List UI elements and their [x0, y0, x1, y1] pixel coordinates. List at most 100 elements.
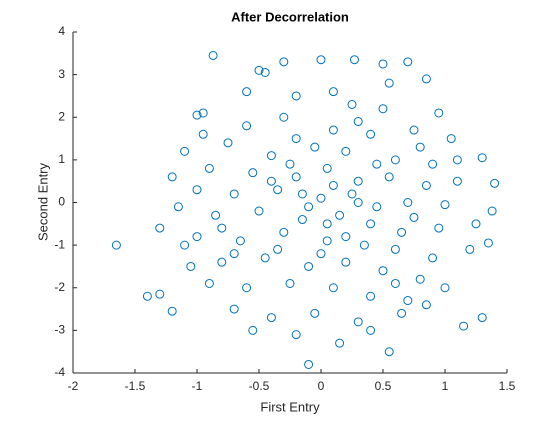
- point: [198, 108, 208, 118]
- point: [304, 202, 314, 212]
- x-tick-label: 0: [318, 379, 325, 393]
- point: [235, 236, 245, 246]
- point: [347, 189, 357, 199]
- point: [316, 193, 326, 203]
- point: [167, 306, 177, 316]
- point: [353, 176, 363, 186]
- point: [260, 67, 270, 77]
- point: [242, 121, 252, 131]
- y-tick-label: 1: [58, 152, 65, 166]
- point: [304, 261, 314, 271]
- point: [341, 232, 351, 242]
- point: [285, 159, 295, 169]
- point: [446, 134, 456, 144]
- point: [111, 240, 121, 250]
- point: [254, 206, 264, 216]
- point: [415, 142, 425, 152]
- point: [403, 57, 413, 67]
- point: [403, 198, 413, 207]
- point: [428, 159, 438, 169]
- point: [384, 78, 394, 88]
- x-tick-label: 1: [442, 379, 449, 393]
- point: [291, 172, 301, 182]
- point: [229, 304, 239, 314]
- point: [266, 151, 276, 161]
- point: [390, 278, 400, 288]
- point: [378, 104, 388, 114]
- point: [390, 155, 400, 165]
- point: [254, 65, 264, 75]
- point: [434, 223, 444, 233]
- point: [341, 146, 351, 156]
- point: [477, 153, 487, 163]
- point: [372, 202, 382, 212]
- point: [335, 210, 345, 220]
- point: [155, 223, 165, 233]
- x-tick-label: -2: [68, 379, 79, 393]
- point: [192, 232, 202, 242]
- point: [217, 223, 227, 233]
- point: [366, 291, 376, 301]
- point: [384, 347, 394, 357]
- x-tick-label: -1: [192, 379, 203, 393]
- point: [173, 202, 183, 212]
- point: [266, 176, 276, 186]
- point: [335, 338, 345, 348]
- point: [328, 87, 338, 97]
- chart-title: After Decorrelation: [231, 9, 349, 24]
- point: [440, 283, 450, 293]
- point: [229, 249, 239, 259]
- point: [192, 185, 202, 195]
- point: [279, 227, 289, 237]
- point: [487, 206, 497, 216]
- point: [353, 198, 363, 207]
- point: [440, 200, 450, 210]
- point: [378, 59, 388, 69]
- y-tick-label: 0: [58, 195, 65, 209]
- point: [421, 180, 431, 190]
- point: [310, 308, 320, 318]
- point: [180, 240, 190, 250]
- x-tick-label: -0.5: [249, 379, 270, 393]
- y-tick-label: -2: [54, 280, 65, 294]
- point: [316, 55, 326, 65]
- point: [217, 257, 227, 267]
- point: [421, 74, 431, 84]
- point: [211, 210, 221, 220]
- point: [366, 325, 376, 335]
- point: [204, 163, 214, 173]
- point: [180, 146, 190, 156]
- point: [409, 212, 419, 222]
- y-tick-label: -1: [54, 237, 65, 251]
- point: [328, 125, 338, 135]
- y-axis-label: Second Entry: [35, 162, 50, 241]
- point: [291, 91, 301, 101]
- y-tick-label: 2: [58, 109, 65, 123]
- point: [291, 330, 301, 340]
- point: [322, 163, 332, 173]
- point: [353, 117, 363, 127]
- point: [291, 134, 301, 144]
- point: [322, 236, 332, 246]
- point: [192, 110, 202, 120]
- point: [242, 283, 252, 293]
- point: [248, 168, 258, 178]
- point: [477, 313, 487, 323]
- point: [490, 178, 500, 188]
- point: [279, 112, 289, 122]
- y-tick-label: -3: [54, 323, 65, 337]
- point: [155, 289, 165, 299]
- point: [421, 300, 431, 310]
- point: [186, 261, 196, 271]
- point: [229, 189, 239, 199]
- x-tick-label: 1.5: [499, 379, 516, 393]
- x-tick-label: 0.5: [375, 379, 392, 393]
- point: [285, 278, 295, 288]
- point: [397, 308, 407, 318]
- point: [378, 266, 388, 276]
- point: [142, 291, 152, 301]
- point: [359, 240, 369, 250]
- point: [397, 227, 407, 237]
- x-tick-label: -1.5: [125, 379, 146, 393]
